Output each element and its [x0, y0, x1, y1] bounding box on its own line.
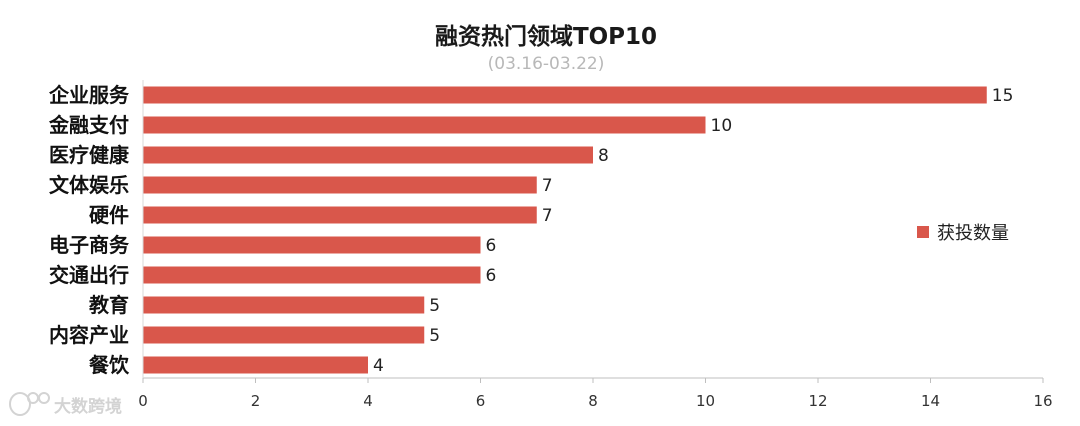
x-tick-label: 14: [921, 392, 940, 410]
bar: [143, 356, 368, 374]
x-tick-label: 2: [251, 392, 261, 410]
category-label: 金融支付: [48, 113, 129, 137]
category-label: 企业服务: [48, 83, 130, 107]
data-label: 10: [711, 116, 733, 136]
category-label: 内容产业: [49, 323, 129, 347]
category-label: 餐饮: [89, 353, 130, 377]
bar: [143, 236, 481, 254]
x-tick-label: 0: [138, 392, 148, 410]
logo-icon: [9, 392, 50, 416]
bars-layer: 企业服务 15 金融支付 10 医疗健康 8 文体娱乐 7 硬件 7 电子商务 6 交通出行 6 教育 5 内容…: [48, 83, 1013, 377]
data-label: 6: [486, 236, 497, 256]
x-axis: 0 2 4 6 8 10 12 14 16: [138, 80, 1053, 410]
bar: [143, 116, 706, 134]
data-label: 7: [542, 176, 553, 196]
category-label: 教育: [89, 293, 129, 317]
bar: [143, 296, 425, 314]
x-tick-label: 10: [696, 392, 715, 410]
x-tick-label: 6: [476, 392, 486, 410]
category-label: 交通出行: [49, 263, 129, 287]
bar: [143, 176, 537, 194]
x-tick-label: 8: [588, 392, 598, 410]
category-label: 文体娱乐: [49, 173, 129, 197]
bar: [143, 206, 537, 224]
data-label: 6: [486, 266, 497, 286]
data-label: 5: [429, 296, 440, 316]
bar: [143, 86, 987, 104]
x-tick-label: 4: [363, 392, 373, 410]
watermark-text: 大数跨境: [54, 396, 122, 417]
legend-label: 获投数量: [937, 223, 1009, 244]
category-label: 电子商务: [49, 233, 130, 257]
data-label: 15: [992, 86, 1014, 106]
legend-swatch: [917, 226, 929, 238]
x-tick-label: 12: [808, 392, 827, 410]
x-tick-label: 16: [1033, 392, 1052, 410]
data-label: 7: [542, 206, 553, 226]
watermark: 大数跨境: [9, 392, 122, 417]
bar: [143, 326, 425, 344]
category-label: 硬件: [89, 203, 129, 227]
category-label: 医疗健康: [49, 143, 130, 167]
chart-title: 融资热门领域TOP10: [435, 23, 657, 50]
bar: [143, 146, 593, 164]
data-label: 8: [598, 146, 609, 166]
bar: [143, 266, 481, 284]
chart-subtitle: (03.16-03.22): [488, 54, 605, 74]
legend: 获投数量: [917, 223, 1009, 244]
data-label: 5: [429, 326, 440, 346]
data-label: 4: [373, 356, 384, 376]
